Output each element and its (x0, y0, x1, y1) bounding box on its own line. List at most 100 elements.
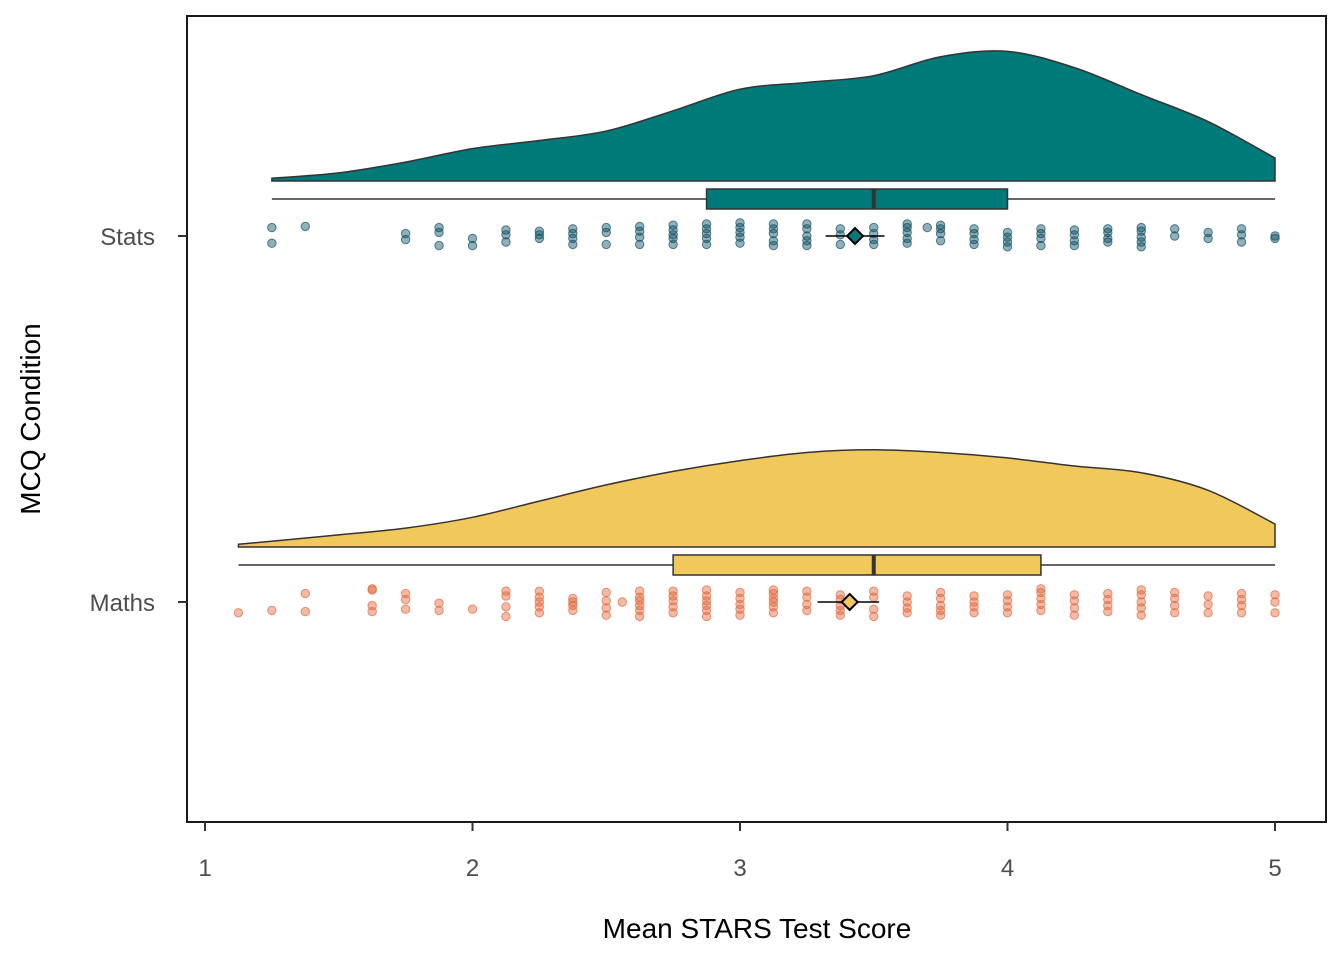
point-stats-29 (668, 230, 678, 240)
point-stats-79 (1036, 228, 1046, 239)
x-tick-label-5: 5 (1268, 855, 1281, 882)
point-stats-47 (802, 240, 812, 251)
point-stats-17 (568, 233, 578, 244)
y-axis-title: MCQ Condition (15, 323, 46, 514)
point-stats-36 (701, 219, 712, 229)
point-stats-4 (400, 228, 411, 239)
point-maths-8 (400, 604, 411, 614)
x-tick-label-1: 1 (198, 855, 211, 882)
point-stats-6 (434, 227, 444, 238)
point-maths-15 (501, 602, 511, 612)
point-stats-76 (1002, 227, 1013, 238)
point-stats-12 (501, 225, 511, 235)
point-stats-72 (969, 224, 979, 234)
point-stats-54 (835, 224, 846, 234)
point-maths-25 (568, 597, 578, 607)
point-stats-14 (534, 230, 545, 240)
y-axis: Stats Maths (90, 224, 187, 617)
point-stats-43 (768, 236, 779, 246)
point-maths-69 (869, 611, 879, 622)
point-stats-98 (1236, 237, 1247, 247)
point-maths-20 (534, 597, 545, 607)
point-stats-42 (768, 240, 779, 251)
point-maths-11 (434, 605, 444, 616)
point-stats-2 (300, 221, 311, 232)
point-stats-22 (601, 222, 611, 233)
point-stats-88 (1103, 224, 1113, 234)
point-maths-16 (501, 591, 511, 601)
point-maths-58 (768, 588, 779, 599)
point-maths-73 (902, 608, 912, 618)
point-stats-64 (935, 236, 946, 246)
point-stats-80 (1036, 224, 1046, 234)
point-stats-93 (1136, 222, 1146, 233)
point-maths-64 (835, 610, 846, 620)
box-stats (705, 188, 1009, 210)
point-maths-42 (668, 586, 678, 596)
point-maths-3 (300, 588, 311, 599)
density-cloud-maths (237, 449, 1276, 548)
point-maths-7 (367, 584, 377, 594)
point-maths-93 (1036, 587, 1046, 598)
point-stats-44 (768, 228, 779, 239)
point-maths-83 (969, 602, 979, 612)
point-stats-49 (802, 231, 812, 241)
point-stats-74 (1002, 237, 1013, 247)
point-stats-23 (634, 239, 645, 250)
point-stats-13 (534, 233, 545, 244)
point-maths-0 (233, 608, 244, 618)
point-stats-81 (1069, 240, 1080, 251)
point-maths-96 (1069, 603, 1080, 613)
point-maths-2 (300, 606, 311, 617)
point-stats-101 (1270, 233, 1280, 244)
x-axis: 1 2 3 4 5 (198, 822, 1282, 882)
point-stats-38 (735, 232, 745, 242)
point-stats-0 (267, 238, 277, 248)
mean-markers (817, 226, 885, 612)
point-maths-1 (267, 605, 277, 616)
point-stats-26 (634, 221, 645, 232)
point-stats-11 (501, 230, 511, 240)
y-tick-label-stats: Stats (100, 224, 155, 251)
point-stats-7 (434, 222, 444, 233)
mean-stats (845, 226, 865, 246)
point-stats-77 (1036, 240, 1046, 251)
point-maths-98 (1069, 590, 1080, 600)
point-maths-111 (1169, 587, 1180, 598)
point-stats-78 (1036, 233, 1046, 244)
point-stats-66 (935, 224, 946, 234)
point-maths-103 (1136, 610, 1146, 620)
point-maths-33 (634, 605, 645, 616)
point-maths-5 (367, 600, 377, 611)
point-stats-30 (668, 225, 678, 235)
x-tick-label-2: 2 (466, 855, 479, 882)
point-stats-39 (735, 227, 745, 238)
point-stats-63 (902, 219, 912, 229)
point-stats-75 (1002, 232, 1013, 242)
point-stats-83 (1069, 230, 1080, 240)
point-maths-114 (1203, 591, 1213, 601)
point-maths-118 (1236, 588, 1247, 599)
point-stats-35 (701, 224, 712, 234)
point-stats-50 (802, 224, 812, 234)
point-stats-19 (568, 224, 578, 234)
point-maths-61 (802, 599, 812, 610)
point-stats-52 (835, 239, 846, 250)
point-maths-30 (601, 587, 611, 598)
point-stats-20 (601, 239, 611, 250)
point-stats-84 (1069, 225, 1080, 235)
point-stats-89 (1136, 242, 1146, 252)
point-stats-21 (601, 227, 611, 238)
point-stats-100 (1236, 224, 1247, 234)
point-maths-63 (802, 586, 812, 596)
point-stats-48 (802, 236, 812, 246)
point-stats-71 (969, 228, 979, 239)
point-maths-72 (869, 586, 879, 596)
point-stats-46 (768, 219, 779, 229)
density-clouds (237, 50, 1276, 548)
point-maths-29 (601, 596, 611, 606)
point-stats-95 (1169, 224, 1180, 234)
point-stats-62 (902, 222, 912, 233)
box-plots (238, 188, 1275, 576)
